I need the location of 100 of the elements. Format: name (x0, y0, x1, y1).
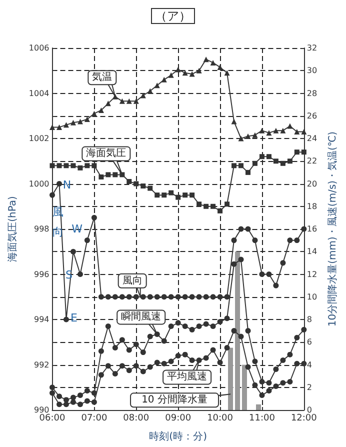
point (126, 178, 132, 184)
point (266, 380, 272, 386)
point (133, 342, 139, 348)
point (126, 294, 132, 300)
point (294, 238, 300, 244)
point (105, 294, 111, 300)
point (203, 355, 209, 361)
point (204, 204, 209, 209)
point (224, 202, 230, 207)
y-tick-label: 996 (34, 270, 50, 279)
annotation: 平均風速 (167, 370, 208, 383)
point (301, 326, 307, 332)
point (175, 320, 181, 326)
point (70, 248, 76, 254)
y-tick-label: 1002 (28, 134, 50, 143)
point (91, 110, 97, 116)
point (238, 136, 244, 142)
y2-axis-title: 10分間降水量(mm)・風速(m/s)・気温(℃) (326, 131, 338, 327)
point (119, 363, 125, 369)
point (266, 154, 272, 160)
point (266, 130, 272, 136)
bar (256, 404, 261, 410)
point (78, 165, 83, 170)
x-tick-label: 10:00 (207, 414, 234, 424)
point (210, 324, 216, 330)
point (273, 128, 279, 134)
point (196, 324, 202, 330)
point (134, 181, 139, 186)
point (154, 360, 160, 366)
point (70, 163, 76, 168)
point (203, 321, 209, 327)
point (175, 294, 181, 300)
point (126, 368, 132, 374)
point (266, 388, 272, 394)
annotation: N (62, 178, 72, 192)
point (252, 238, 258, 244)
point (203, 56, 209, 62)
point (252, 160, 258, 166)
x-tick-label: 06:00 (39, 414, 66, 424)
point (259, 128, 265, 134)
y2-tick-label: 4 (306, 360, 312, 370)
y2-tick-label: 30 (306, 66, 318, 76)
point (126, 347, 132, 353)
point (64, 163, 69, 168)
point (245, 133, 251, 139)
point (196, 202, 202, 207)
point (119, 337, 125, 343)
y2-tick-label: 32 (306, 44, 318, 52)
y2-tick-label: 28 (306, 88, 318, 98)
point (246, 170, 251, 175)
bar (235, 252, 240, 410)
point (210, 204, 216, 209)
point (98, 372, 104, 378)
point (50, 390, 56, 396)
y-tick-label: 990 (34, 406, 50, 414)
point (119, 98, 125, 104)
point (252, 358, 258, 364)
point (189, 71, 195, 77)
point (154, 192, 160, 198)
point (232, 163, 236, 168)
point (148, 186, 153, 191)
y-tick-label: 998 (34, 224, 50, 234)
point (273, 366, 279, 372)
point (154, 82, 160, 88)
point (238, 334, 244, 340)
point (84, 116, 90, 122)
point (196, 68, 202, 74)
point (77, 402, 83, 408)
y2-tick-label: 16 (306, 224, 318, 234)
y2-tick-label: 10 (306, 292, 318, 302)
point (84, 388, 90, 394)
point (280, 260, 286, 266)
point (98, 348, 104, 354)
point (112, 172, 118, 178)
point (218, 208, 223, 214)
point (287, 238, 293, 244)
point (77, 392, 83, 398)
point (238, 163, 244, 168)
point (238, 256, 244, 262)
point (301, 150, 306, 155)
point (63, 122, 69, 128)
point (252, 132, 258, 138)
point (238, 226, 244, 232)
point (175, 66, 181, 72)
point (217, 360, 223, 366)
x-tick-label: 11:00 (249, 414, 276, 424)
point (112, 345, 118, 351)
point (63, 402, 69, 408)
annotation: 風向 (122, 274, 142, 286)
point (98, 107, 104, 113)
point (50, 192, 56, 198)
y-tick-label: 1000 (28, 179, 50, 188)
point (210, 294, 216, 300)
point (224, 294, 230, 300)
chart-title: （ア） (155, 9, 191, 23)
bar (242, 364, 247, 410)
point (245, 226, 251, 232)
point (140, 294, 146, 300)
point (106, 172, 111, 178)
point (259, 272, 265, 277)
